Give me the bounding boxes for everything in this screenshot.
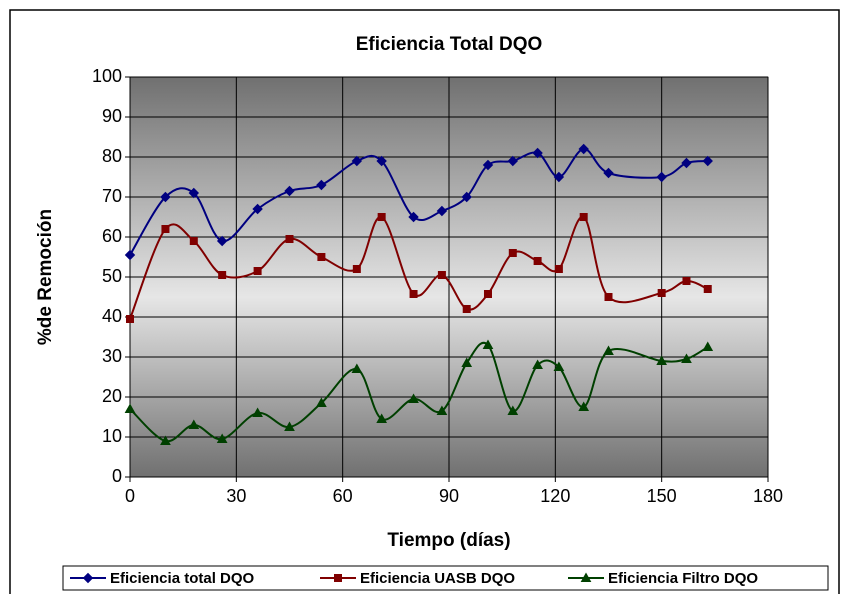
marker xyxy=(657,289,666,297)
marker xyxy=(82,572,94,584)
x-tick-label: 150 xyxy=(647,486,677,506)
marker xyxy=(316,179,327,191)
y-tick-label: 60 xyxy=(102,226,122,246)
y-tick-label: 90 xyxy=(102,106,122,126)
marker xyxy=(533,257,542,265)
marker xyxy=(376,413,388,423)
marker xyxy=(703,285,712,293)
marker xyxy=(681,353,692,363)
marker xyxy=(124,403,136,413)
y-tick-label: 30 xyxy=(102,346,122,366)
marker xyxy=(160,435,171,445)
x-tick-label: 180 xyxy=(753,486,783,506)
legend xyxy=(62,565,829,591)
marker xyxy=(409,290,418,298)
y-tick-label: 0 xyxy=(112,466,122,486)
marker xyxy=(483,290,492,298)
marker xyxy=(482,339,494,349)
marker xyxy=(461,357,473,367)
marker xyxy=(285,235,294,243)
x-axis-label: Tiempo (días) xyxy=(387,530,510,551)
marker xyxy=(579,213,588,221)
marker xyxy=(604,293,613,301)
marker xyxy=(408,393,419,403)
y-tick-label: 80 xyxy=(102,146,122,166)
marker xyxy=(436,205,448,217)
marker xyxy=(316,397,327,407)
marker xyxy=(188,419,200,429)
marker xyxy=(508,249,517,257)
marker xyxy=(603,345,614,355)
marker xyxy=(188,187,200,199)
chart-title: Eficiencia Total DQO xyxy=(356,34,543,55)
marker xyxy=(656,171,667,183)
y-tick-label: 20 xyxy=(102,386,122,406)
marker xyxy=(554,265,563,273)
marker xyxy=(252,407,263,417)
marker xyxy=(376,155,387,167)
x-tick-label: 60 xyxy=(333,486,353,506)
legend-label: Eficiencia Filtro DQO xyxy=(608,570,758,587)
marker xyxy=(532,147,543,159)
marker xyxy=(351,155,363,167)
marker xyxy=(284,185,295,197)
marker xyxy=(126,315,134,323)
x-tick-label: 90 xyxy=(439,486,459,506)
y-tick-label: 10 xyxy=(102,426,122,446)
legend-label: Eficiencia UASB DQO xyxy=(360,570,515,587)
marker xyxy=(578,401,590,411)
x-tick-label: 0 xyxy=(125,486,135,506)
y-tick-label: 70 xyxy=(102,186,122,206)
marker xyxy=(334,574,342,582)
marker xyxy=(437,271,446,279)
marker xyxy=(216,235,228,247)
marker xyxy=(553,361,565,371)
marker xyxy=(352,265,361,273)
marker xyxy=(408,211,419,223)
marker xyxy=(377,213,386,221)
y-tick-label: 100 xyxy=(92,66,122,86)
y-tick-label: 40 xyxy=(102,306,122,326)
y-tick-label: 50 xyxy=(102,266,122,286)
marker xyxy=(578,143,589,155)
marker xyxy=(284,421,295,431)
marker xyxy=(436,405,448,415)
marker xyxy=(553,171,565,183)
marker xyxy=(603,167,614,179)
marker xyxy=(580,572,592,582)
x-tick-label: 120 xyxy=(540,486,570,506)
marker xyxy=(189,237,198,245)
marker xyxy=(702,341,714,351)
marker xyxy=(124,249,136,261)
marker xyxy=(462,305,471,313)
marker xyxy=(161,225,170,233)
legend-label: Eficiencia total DQO xyxy=(110,570,255,587)
marker xyxy=(216,433,228,443)
marker xyxy=(656,355,668,365)
marker xyxy=(252,203,263,215)
marker xyxy=(160,191,171,203)
marker xyxy=(507,405,519,415)
marker xyxy=(702,155,713,167)
x-tick-label: 30 xyxy=(226,486,246,506)
marker xyxy=(253,267,262,275)
marker xyxy=(351,363,363,373)
marker xyxy=(218,271,227,279)
marker xyxy=(482,159,494,171)
marker xyxy=(681,157,692,169)
marker xyxy=(317,253,326,261)
marker xyxy=(461,191,472,203)
y-axis-label: %de Remoción xyxy=(35,209,56,345)
marker xyxy=(682,277,691,285)
marker xyxy=(507,155,519,167)
marker xyxy=(532,359,543,369)
